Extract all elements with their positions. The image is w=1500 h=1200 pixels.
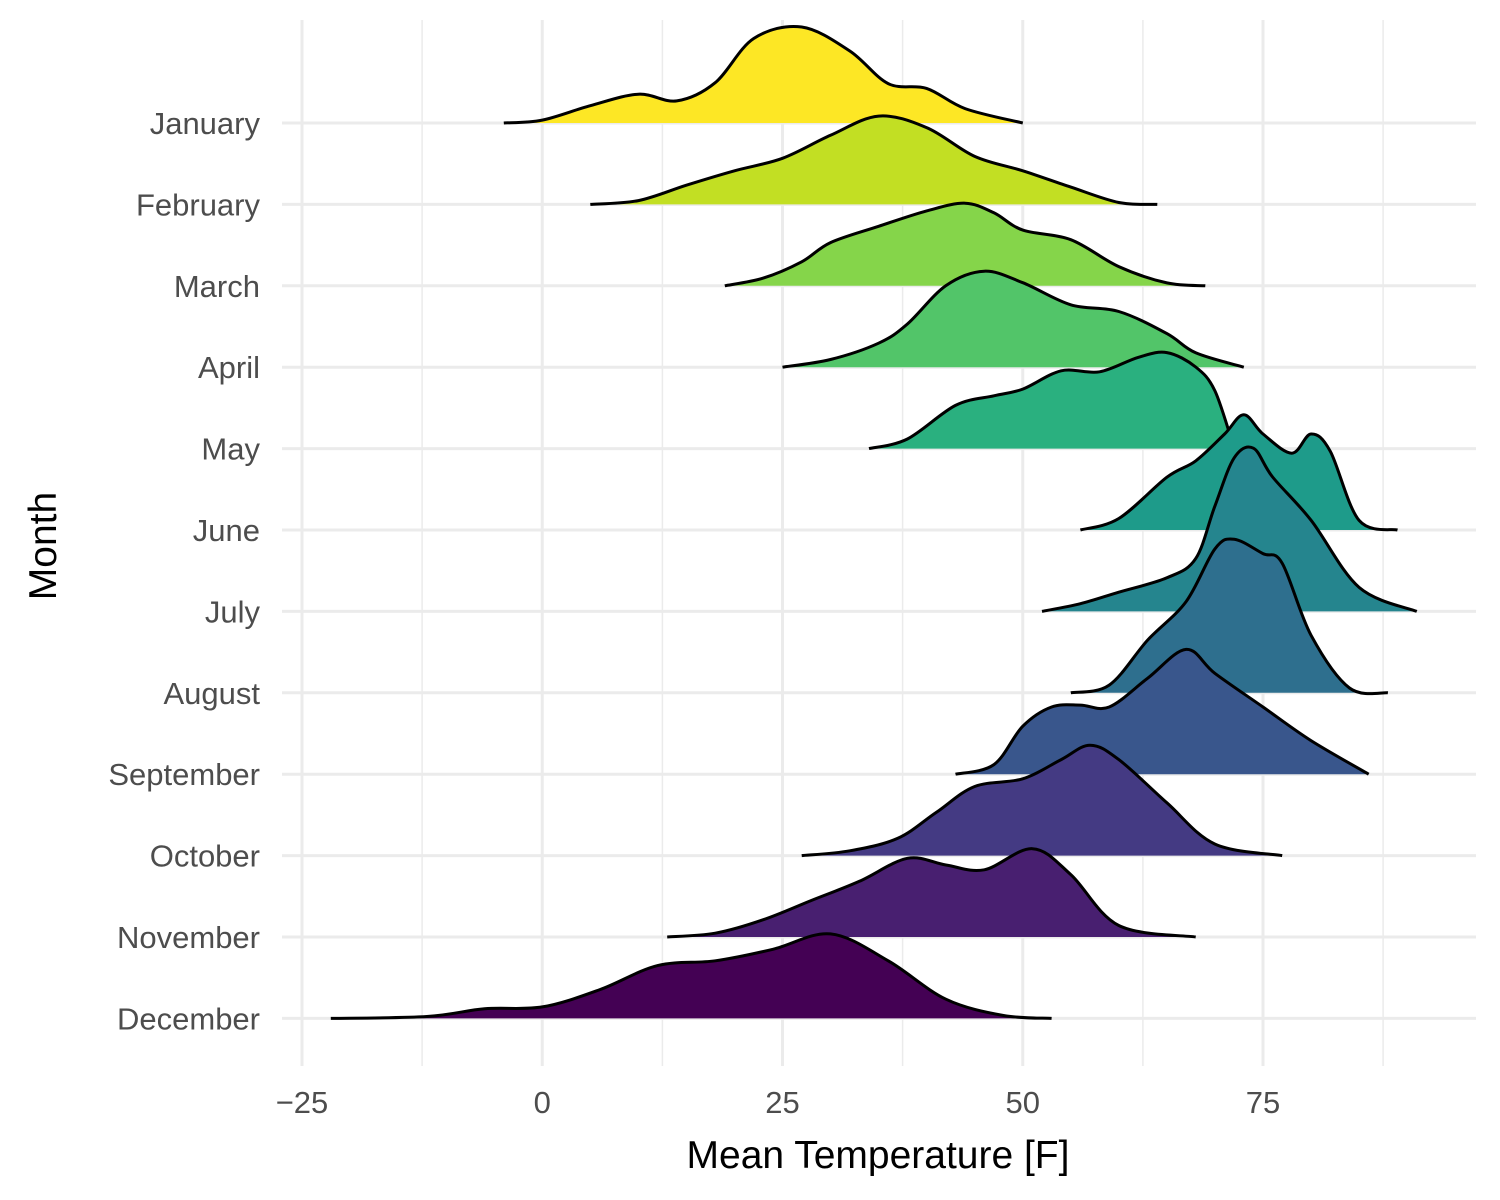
ridge-fill-april <box>782 271 1244 368</box>
ridge-outline-november <box>667 847 1196 939</box>
ridge-outline-june <box>1079 413 1398 532</box>
ridge-february <box>590 114 1158 206</box>
ridge-september <box>955 647 1370 776</box>
ridge-outline-september <box>955 647 1370 776</box>
ridge-fill-january <box>503 26 1023 123</box>
y-axis-title: Month <box>22 492 65 600</box>
y-tick-label-march: March <box>174 269 260 304</box>
ridge-outline-october <box>801 743 1283 858</box>
y-axis-ticks: January February March April May June July Augu… <box>108 106 260 1036</box>
ridge-outline-january <box>503 25 1024 125</box>
x-tick-label: −25 <box>276 1085 329 1120</box>
ridge-outline-april <box>782 269 1245 369</box>
y-tick-label-february: February <box>136 187 261 222</box>
ridge-fill-may <box>869 352 1235 449</box>
ridge-july <box>1041 445 1418 613</box>
y-tick-label-july: July <box>205 594 261 629</box>
ridge-fill-september <box>955 649 1369 775</box>
ridge-outline-may <box>868 350 1236 451</box>
ridge-outline-february <box>590 114 1158 206</box>
y-tick-label-november: November <box>117 920 260 955</box>
x-tick-label: 50 <box>1006 1085 1040 1120</box>
y-tick-label-may: May <box>201 432 260 467</box>
ridge-outline-july <box>1041 445 1418 613</box>
y-tick-label-october: October <box>150 839 260 874</box>
ridge-fill-july <box>1042 447 1417 612</box>
y-tick-label-january: January <box>150 106 261 141</box>
y-tick-label-september: September <box>108 757 260 792</box>
y-tick-label-june: June <box>193 513 260 548</box>
ridge-april <box>782 269 1245 369</box>
ridge-outline-march <box>724 201 1206 288</box>
y-tick-label-april: April <box>198 350 260 385</box>
ridge-outline-december <box>330 932 1052 1020</box>
x-tick-label: 25 <box>765 1085 799 1120</box>
ridge-fill-august <box>1070 538 1388 694</box>
ridge-fill-november <box>667 848 1196 937</box>
ridge-fill-march <box>724 203 1206 286</box>
x-tick-label: 75 <box>1246 1085 1280 1120</box>
ridge-fill-october <box>801 745 1283 856</box>
ridge-november <box>667 847 1196 939</box>
ridges-layer <box>330 25 1418 1020</box>
ridge-outline-august <box>1070 537 1389 696</box>
ridge-august <box>1070 537 1389 696</box>
ridge-fill-december <box>330 933 1052 1019</box>
ridge-january <box>503 25 1024 125</box>
ridge-december <box>330 932 1052 1020</box>
x-tick-label: 0 <box>534 1085 551 1120</box>
x-axis-ticks: −25 0 25 50 75 <box>276 1085 1281 1120</box>
y-tick-label-december: December <box>117 1001 260 1036</box>
ridge-may <box>868 350 1236 451</box>
ridge-october <box>801 743 1283 858</box>
y-tick-label-august: August <box>163 676 260 711</box>
x-axis-title: Mean Temperature [F] <box>687 1134 1070 1177</box>
ridge-fill-february <box>590 115 1158 205</box>
ridge-march <box>724 201 1206 288</box>
